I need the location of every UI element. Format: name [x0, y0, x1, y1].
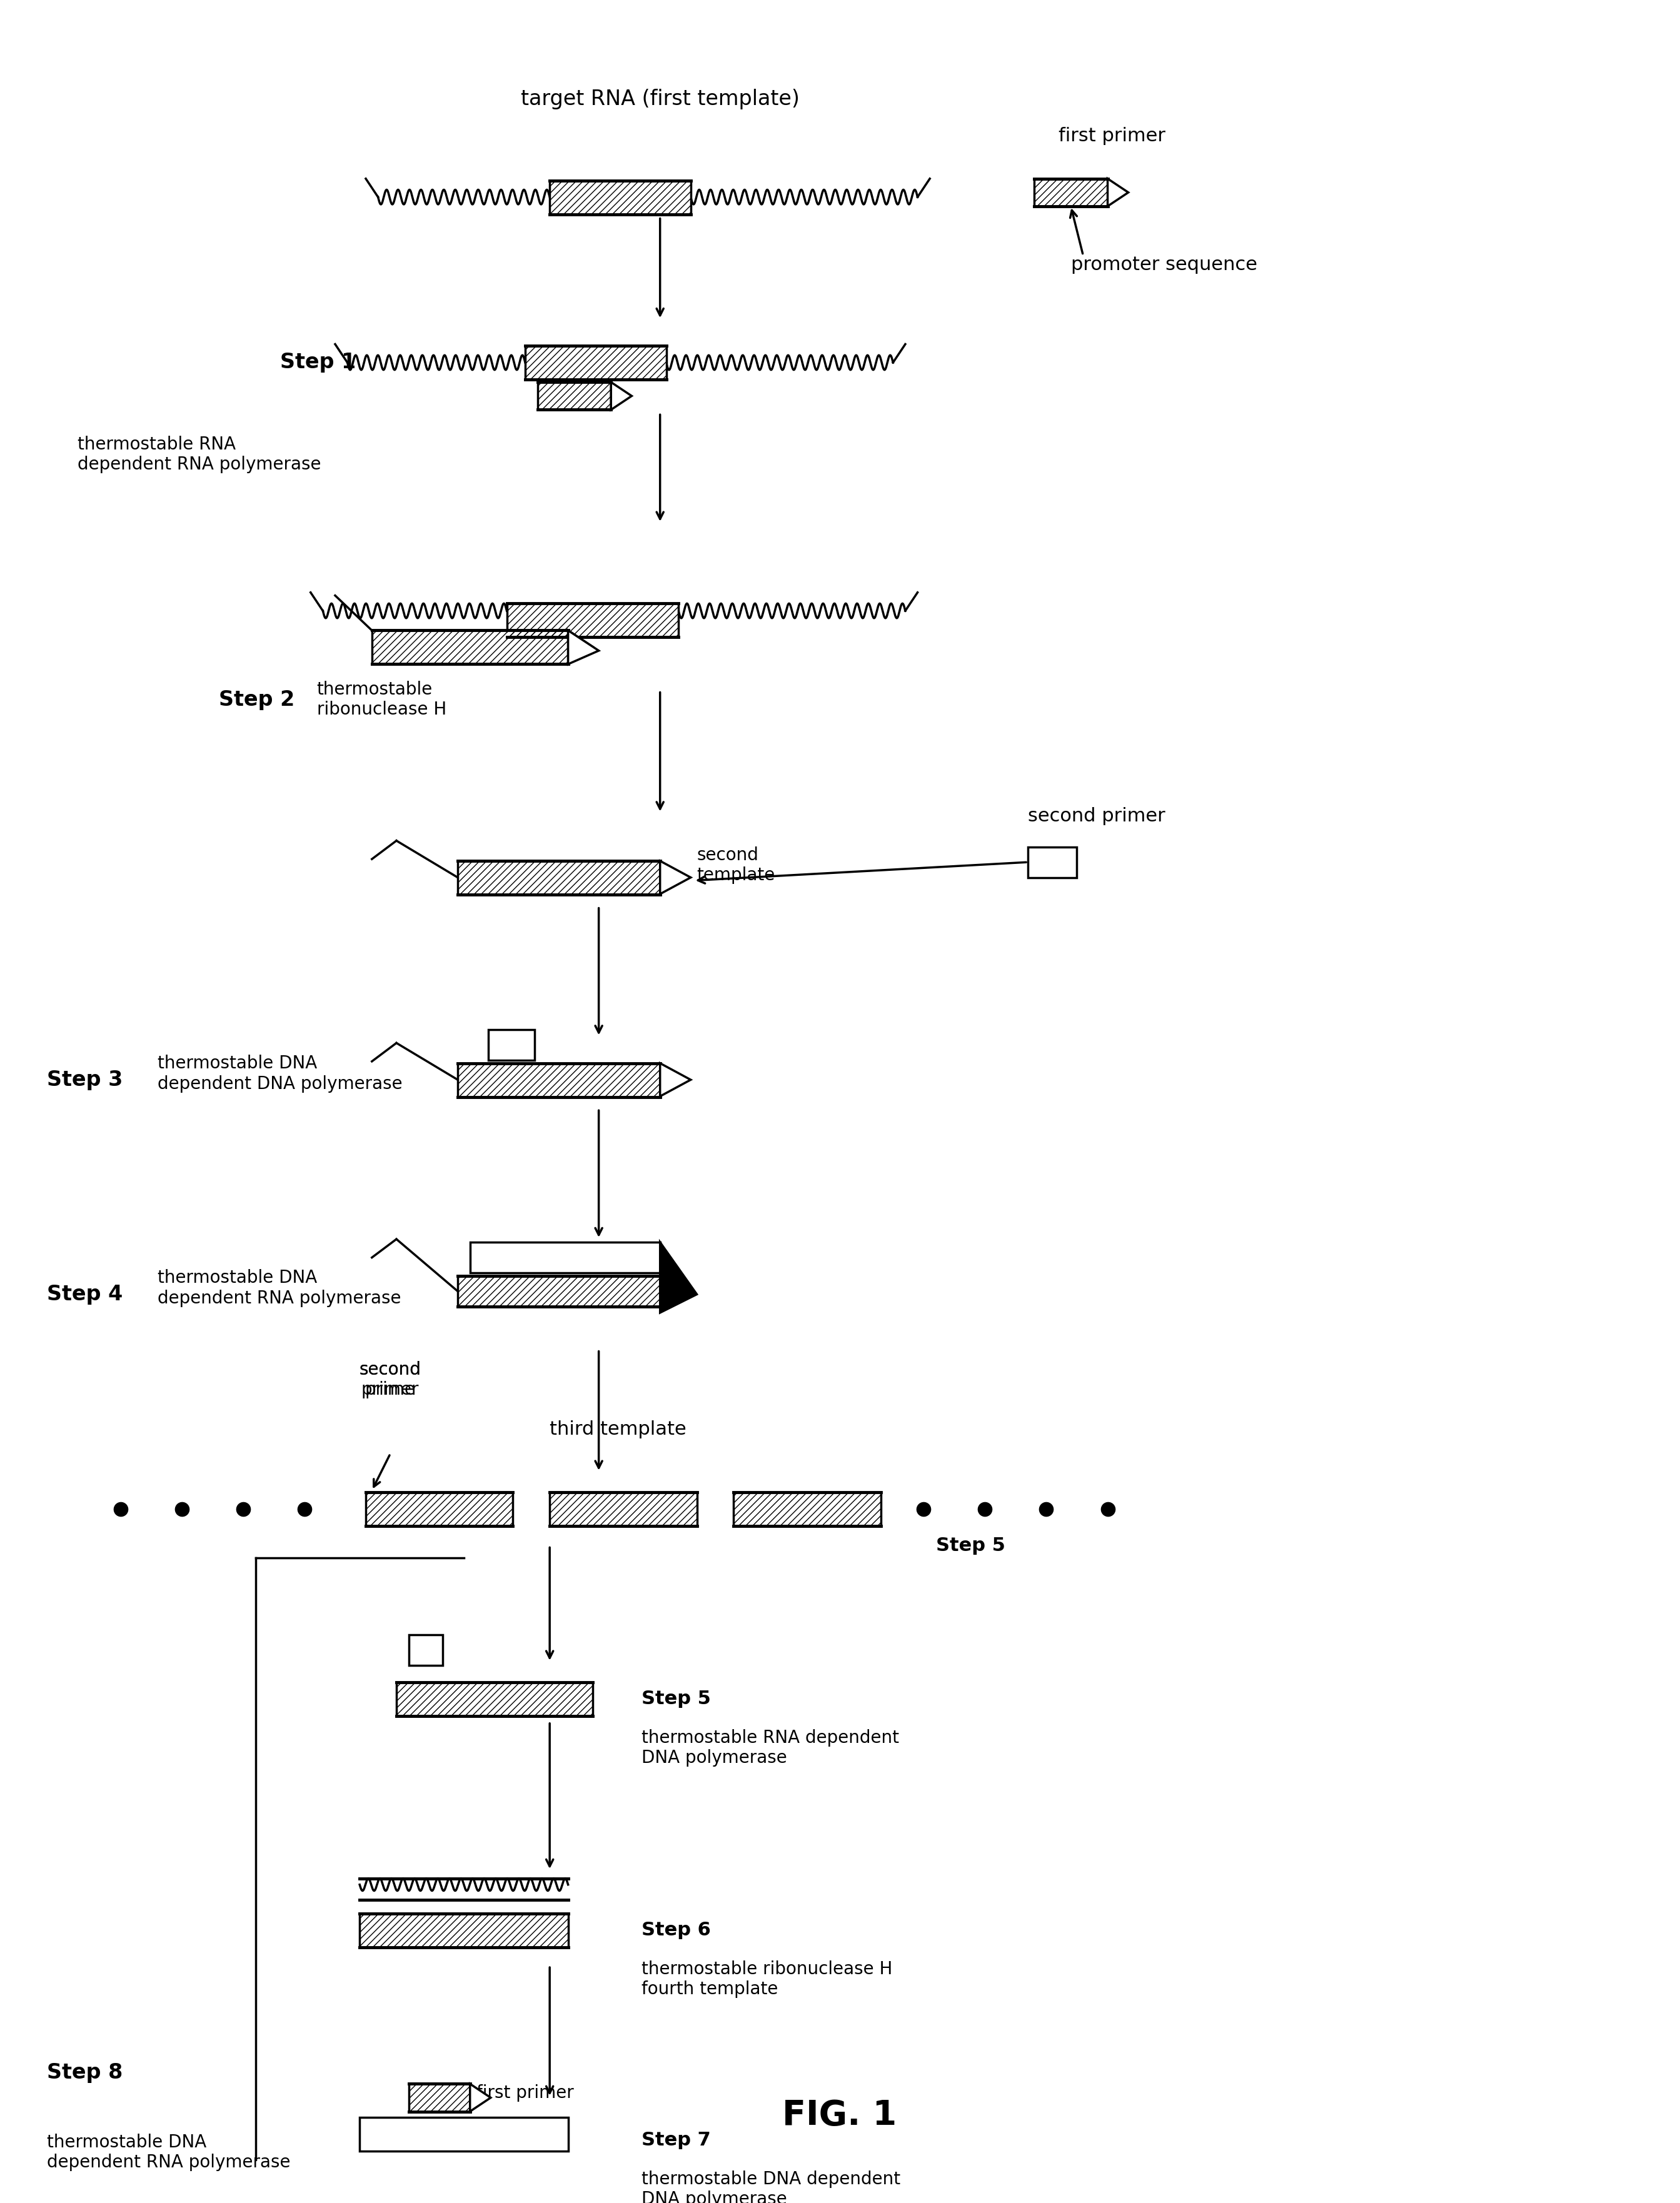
- Text: thermostable DNA dependent
DNA polymerase: thermostable DNA dependent DNA polymeras…: [642, 2170, 900, 2203]
- Bar: [360, 1914, 568, 1947]
- Bar: [371, 630, 568, 663]
- Text: second primer: second primer: [1028, 806, 1166, 826]
- Bar: [457, 861, 660, 894]
- Bar: [1035, 178, 1107, 207]
- Bar: [366, 1491, 512, 1527]
- Text: Step 1: Step 1: [281, 352, 356, 372]
- Polygon shape: [1107, 178, 1129, 207]
- Bar: [538, 381, 612, 410]
- Bar: [408, 1635, 442, 1665]
- Polygon shape: [660, 1242, 697, 1313]
- Text: Step 7: Step 7: [642, 2130, 711, 2150]
- Bar: [396, 1683, 593, 1716]
- Bar: [371, 630, 568, 663]
- Text: Step 5: Step 5: [936, 1535, 1005, 1555]
- Bar: [549, 1491, 697, 1527]
- Bar: [507, 604, 679, 637]
- Polygon shape: [568, 630, 593, 663]
- Polygon shape: [612, 381, 632, 410]
- Text: thermostable DNA
dependent RNA polymerase: thermostable DNA dependent RNA polymeras…: [158, 1269, 402, 1306]
- Bar: [526, 346, 667, 379]
- Bar: [734, 1491, 880, 1527]
- Text: Step 5: Step 5: [642, 1690, 711, 1707]
- Text: Step 2: Step 2: [218, 690, 294, 709]
- Bar: [1028, 846, 1077, 877]
- Text: second
prime: second prime: [360, 1361, 422, 1399]
- Bar: [457, 1276, 660, 1306]
- Bar: [366, 1491, 512, 1527]
- Bar: [360, 1914, 568, 1947]
- Bar: [538, 381, 612, 410]
- Bar: [734, 1491, 880, 1527]
- Text: first primer: first primer: [475, 2084, 573, 2102]
- Bar: [470, 1242, 660, 1273]
- Bar: [408, 2084, 470, 2110]
- Text: third template: third template: [549, 1421, 687, 1439]
- Text: thermostable DNA
dependent DNA polymerase: thermostable DNA dependent DNA polymeras…: [158, 1055, 402, 1093]
- Bar: [396, 1683, 593, 1716]
- Text: first primer: first primer: [1058, 126, 1166, 145]
- Text: thermostable RNA dependent
DNA polymerase: thermostable RNA dependent DNA polymeras…: [642, 1729, 899, 1767]
- Text: Step 8: Step 8: [47, 2062, 123, 2084]
- Bar: [549, 181, 690, 214]
- Text: thermostable RNA
dependent RNA polymerase: thermostable RNA dependent RNA polymeras…: [77, 436, 321, 474]
- Text: Step 3: Step 3: [47, 1068, 123, 1090]
- Text: thermostable
ribonuclease H: thermostable ribonuclease H: [318, 681, 447, 718]
- Text: thermostable ribonuclease H
fourth template: thermostable ribonuclease H fourth templ…: [642, 1961, 892, 1998]
- Bar: [549, 181, 690, 214]
- Polygon shape: [660, 861, 690, 894]
- Bar: [1035, 178, 1107, 207]
- Text: thermostable DNA
dependent RNA polymerase: thermostable DNA dependent RNA polymeras…: [47, 2135, 291, 2172]
- Text: second
primer: second primer: [360, 1361, 422, 1399]
- Bar: [457, 861, 660, 894]
- Polygon shape: [660, 1064, 690, 1097]
- Bar: [526, 346, 667, 379]
- Bar: [360, 2117, 568, 2152]
- Polygon shape: [470, 2084, 491, 2110]
- Bar: [507, 604, 679, 637]
- Text: Step 6: Step 6: [642, 1921, 711, 1939]
- Text: promoter sequence: promoter sequence: [1070, 256, 1257, 273]
- Bar: [408, 2084, 470, 2110]
- Text: Step 4: Step 4: [47, 1284, 123, 1304]
- Bar: [457, 1276, 660, 1306]
- Bar: [457, 1064, 660, 1097]
- Polygon shape: [568, 630, 598, 663]
- Bar: [549, 1491, 697, 1527]
- Text: target RNA (first template): target RNA (first template): [521, 88, 800, 110]
- Text: FIG. 1: FIG. 1: [783, 2099, 897, 2133]
- Bar: [457, 1064, 660, 1097]
- Text: second
template: second template: [697, 846, 774, 883]
- Bar: [489, 1029, 534, 1060]
